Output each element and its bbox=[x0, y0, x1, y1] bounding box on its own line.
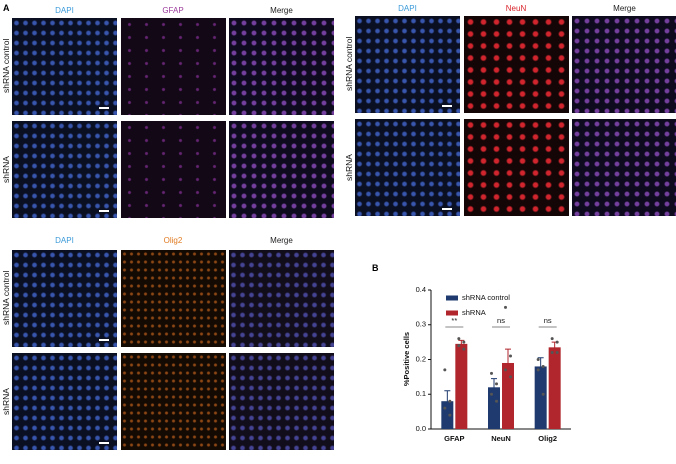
micrograph bbox=[120, 18, 226, 115]
row-label: shRNA bbox=[1, 155, 11, 183]
row-label: shRNA control bbox=[1, 38, 11, 93]
micrograph bbox=[12, 18, 117, 115]
micrograph bbox=[12, 250, 117, 347]
y-tick-label: 0.2 bbox=[416, 354, 426, 363]
column-header: Merge bbox=[270, 6, 293, 15]
scale-bar bbox=[99, 107, 109, 109]
legend-swatch bbox=[446, 295, 458, 301]
scale-bar bbox=[99, 442, 109, 444]
data-point bbox=[509, 354, 512, 358]
row-label: shRNA control bbox=[1, 270, 11, 325]
micrograph bbox=[120, 250, 226, 347]
significance-label: ** bbox=[451, 316, 457, 325]
micrograph bbox=[463, 119, 569, 216]
error-bar bbox=[491, 378, 497, 396]
error-bar bbox=[444, 390, 451, 412]
error-bar bbox=[537, 357, 544, 376]
error-bar bbox=[505, 348, 511, 377]
bar bbox=[502, 362, 514, 429]
legend-label: shRNA bbox=[462, 308, 486, 317]
data-point bbox=[541, 364, 545, 368]
data-point bbox=[536, 358, 540, 361]
bar bbox=[455, 343, 468, 429]
data-point bbox=[541, 392, 545, 396]
bar bbox=[488, 387, 500, 429]
column-header: Merge bbox=[613, 4, 636, 13]
micrograph bbox=[572, 16, 676, 113]
micrograph bbox=[229, 18, 334, 115]
x-tick-label: GFAP bbox=[444, 434, 464, 443]
micrograph bbox=[463, 16, 569, 113]
y-axis-label: %Positive cells bbox=[402, 332, 411, 386]
legend-swatch bbox=[446, 310, 458, 316]
panel-label: B bbox=[372, 263, 379, 273]
column-header: Merge bbox=[270, 236, 293, 245]
x-tick-label: NeuN bbox=[491, 434, 511, 443]
data-point bbox=[443, 406, 447, 410]
column-header: NeuN bbox=[505, 4, 527, 13]
data-point bbox=[457, 344, 461, 348]
scale-bar bbox=[442, 105, 452, 107]
data-point bbox=[462, 340, 466, 344]
row-label: shRNA bbox=[1, 387, 11, 415]
data-point bbox=[448, 413, 452, 417]
data-point bbox=[550, 337, 554, 341]
column-header: DAPI bbox=[55, 236, 74, 245]
micrograph bbox=[572, 119, 676, 216]
y-tick-label: 0.0 bbox=[416, 424, 426, 433]
micrograph bbox=[229, 250, 334, 347]
error-bar bbox=[458, 339, 465, 348]
data-point bbox=[495, 399, 498, 403]
data-point bbox=[550, 351, 554, 355]
data-point bbox=[457, 337, 461, 341]
column-header: DAPI bbox=[398, 4, 417, 13]
data-point bbox=[555, 340, 559, 344]
data-point bbox=[555, 351, 559, 355]
data-point bbox=[495, 382, 498, 386]
legend-label: shRNA control bbox=[462, 293, 510, 302]
data-point bbox=[536, 368, 540, 372]
y-tick-label: 0.3 bbox=[416, 320, 426, 329]
column-header: GFAP bbox=[162, 6, 184, 15]
micrograph bbox=[12, 121, 117, 218]
data-point bbox=[504, 368, 507, 372]
panel-label: A bbox=[3, 3, 10, 13]
micrograph bbox=[355, 16, 460, 113]
x-tick-label: Olig2 bbox=[538, 434, 557, 443]
data-point bbox=[509, 375, 512, 379]
row-label: shRNA bbox=[344, 153, 354, 181]
significance-label: ns bbox=[497, 316, 505, 325]
scale-bar bbox=[99, 210, 109, 212]
data-point bbox=[490, 371, 493, 375]
micrograph bbox=[355, 119, 460, 216]
y-tick-label: 0.4 bbox=[416, 285, 426, 294]
scale-bar bbox=[99, 339, 109, 341]
y-tick-label: 0.1 bbox=[416, 389, 426, 398]
data-point bbox=[443, 368, 447, 372]
data-point bbox=[448, 399, 452, 403]
column-header: DAPI bbox=[55, 6, 74, 15]
micrograph bbox=[229, 353, 334, 450]
micrograph bbox=[120, 353, 226, 450]
data-point bbox=[490, 392, 493, 396]
micrograph bbox=[229, 121, 334, 218]
scale-bar bbox=[442, 208, 452, 210]
micrograph bbox=[120, 121, 226, 218]
significance-label: ns bbox=[544, 316, 552, 325]
data-point bbox=[504, 305, 507, 309]
micrograph bbox=[12, 353, 117, 450]
row-label: shRNA control bbox=[344, 36, 354, 91]
data-point bbox=[462, 347, 466, 351]
column-header: Olig2 bbox=[163, 236, 183, 245]
bar bbox=[534, 366, 547, 429]
bar bbox=[548, 347, 561, 429]
